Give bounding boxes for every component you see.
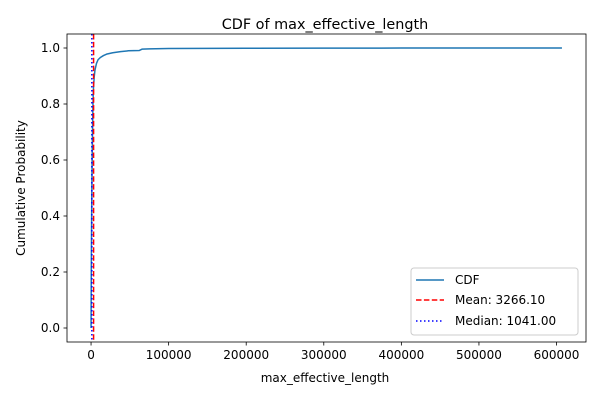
plot-frame	[66, 33, 587, 343]
y-tick-label: 1.0	[41, 41, 60, 55]
y-tick-label: 0.8	[41, 97, 60, 111]
y-axis-ticks: 0.0 0.2 0.4 0.6 0.8 1.0	[41, 41, 67, 335]
y-tick-label: 0.0	[41, 321, 60, 335]
x-axis-label: max_effective_length	[261, 371, 390, 385]
x-tick-label: 500000	[456, 348, 502, 362]
x-tick-label: 100000	[146, 348, 192, 362]
y-tick-label: 0.4	[41, 209, 60, 223]
x-tick-label: 400000	[378, 348, 424, 362]
y-tick-label: 0.2	[41, 265, 60, 279]
x-tick-label: 200000	[223, 348, 269, 362]
legend-label-median: Median: 1041.00	[455, 314, 556, 328]
chart-title: CDF of max_effective_length	[222, 17, 429, 33]
legend-box	[410, 267, 579, 336]
legend: CDF Mean: 3266.10 Median: 1041.00	[410, 267, 579, 336]
x-tick-label: 300000	[301, 348, 347, 362]
x-axis-ticks: 0 100000 200000 300000 400000 500000 600000	[87, 342, 579, 362]
y-axis-label: Cumulative Probability	[14, 120, 28, 256]
plot-lines	[90, 34, 562, 342]
y-tick-label: 0.6	[41, 153, 60, 167]
legend-label-mean: Mean: 3266.10	[455, 293, 545, 307]
cdf-series-line	[90, 47, 562, 329]
x-tick-label: 600000	[534, 348, 580, 362]
x-tick-label: 0	[87, 348, 95, 362]
legend-label-cdf: CDF	[455, 273, 480, 287]
